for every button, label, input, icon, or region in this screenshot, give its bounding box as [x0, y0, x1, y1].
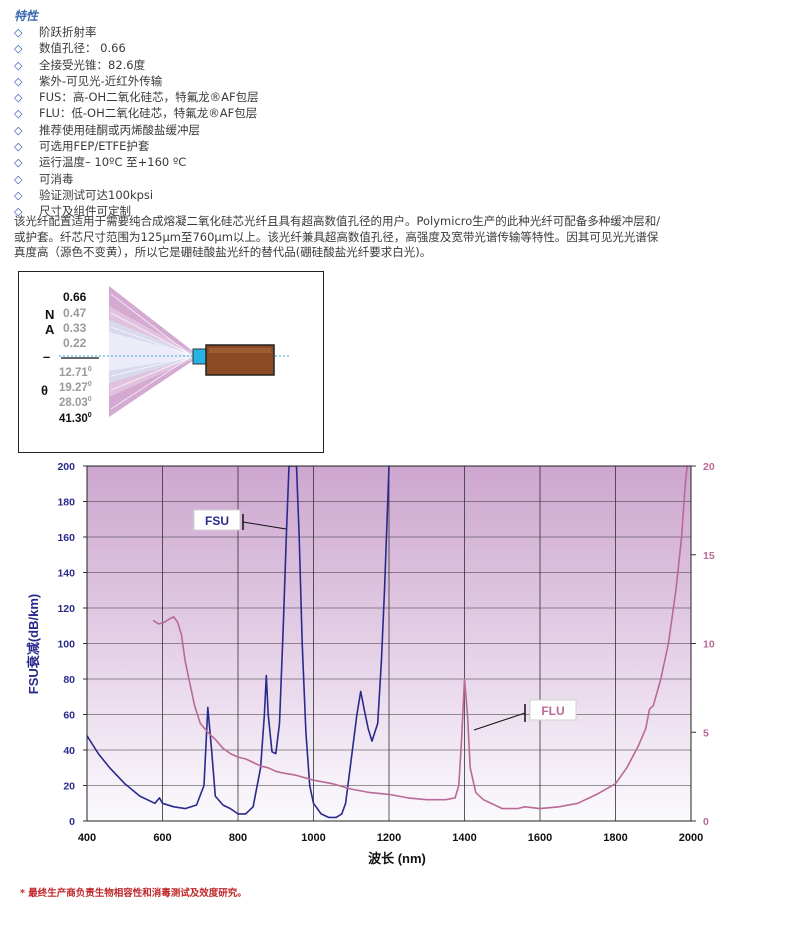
x-tick-label: 1200: [377, 832, 401, 844]
angle-value: 41.300: [59, 412, 92, 425]
x-tick-label: 1400: [452, 832, 476, 844]
feature-item: ◇ 尺寸及组件可定制: [14, 203, 259, 219]
tick-labels: 400 600 800 1000 1200 1400 1600 1800 20000204060…: [57, 461, 714, 844]
fiber-core: [192, 348, 207, 365]
flu-label-box: [529, 699, 577, 721]
feature-item: ◇ 可消毒: [14, 171, 259, 187]
feature-item: ◇ 数值孔径： 0.66: [14, 40, 259, 56]
feature-list: ◇ 阶跃折射率 ◇ 数值孔径： 0.66 ◇ 全接受光锥：82.6度 ◇ 紫外-可见光-…: [14, 24, 259, 220]
cone-na-022: [109, 332, 194, 371]
y-left-tick-label: 120: [57, 603, 75, 615]
x-tick-label: 600: [153, 832, 171, 844]
y-left-tick-label: 40: [63, 745, 75, 757]
y-axis-label: FSU衰减(dB/km): [26, 594, 41, 694]
x-tick-label: 400: [78, 832, 96, 844]
description: 该光纤配置适用于需要纯合成熔凝二氧化硅芯光纤且具有超高数值孔径的用户。Polym…: [14, 214, 784, 261]
diamond-bullet-icon: ◇: [14, 172, 23, 186]
series-line-fsu: [87, 466, 390, 819]
feature-item: ◇ 验证测试可达100kpsi: [14, 187, 259, 203]
na-value: 0.22: [63, 336, 87, 350]
na-value: 0.66: [63, 290, 87, 304]
diamond-bullet-icon: ◇: [14, 26, 23, 39]
na-letter: –: [43, 349, 50, 364]
y-right-tick-label: 15: [703, 550, 715, 562]
feature-item: ◇ 全接受光锥：82.6度: [14, 57, 259, 73]
na-cone-svg: N A – θ 0.66 0.47 0.33 0.22 12.710 19.27…: [41, 286, 291, 425]
na-diagram: N A – θ 0.66 0.47 0.33 0.22 12.710 19.27…: [18, 271, 324, 453]
na-value: 0.33: [63, 321, 87, 335]
y-right-tick-label: 5: [703, 727, 709, 739]
theta-letter: θ: [41, 383, 48, 398]
attenuation-chart: 400 600 800 1000 1200 1400 1600 1800 20000204060…: [26, 461, 715, 866]
diamond-bullet-icon: ◇: [14, 91, 23, 105]
feature-item: ◇ 推荐使用硅酮或丙烯酸盐缓冲层: [14, 122, 259, 138]
feature-item: ◇ 阶跃折射率: [14, 24, 259, 40]
diamond-bullet-icon: ◇: [14, 140, 23, 154]
na-letter: N: [45, 307, 54, 322]
diamond-bullet-icon: ◇: [14, 58, 23, 72]
description-line: 或护套。纤芯尺寸范围为125μm至760μm以上。该光纤兼具超高数值孔径，高强度…: [14, 229, 659, 244]
y-left-tick-label: 200: [57, 461, 75, 473]
x-axis-label: 波长 (nm): [368, 851, 426, 866]
feature-item: ◇ FLU：低-OH二氧化硅芯，特氟龙®AF包层: [14, 105, 259, 121]
y-right-tick-label: 20: [703, 461, 715, 473]
x-tick-label: 1000: [301, 832, 325, 844]
diamond-bullet-icon: ◇: [14, 74, 23, 88]
description-line: 真度高（源色不变黄），所以它是硼硅酸盐光纤的替代品(硼硅酸盐光纤要求白光)。: [14, 245, 432, 259]
x-tick-label: 1600: [528, 832, 552, 844]
y-left-tick-label: 100: [57, 639, 75, 651]
na-value: 0.47: [63, 306, 87, 320]
feature-item: ◇ 可选用FEP/ETFE护套: [14, 138, 259, 154]
y-left-tick-label: 140: [57, 568, 75, 580]
feature-item: ◇ FUS：高-OH二氧化硅芯，特氟龙®AF包层: [14, 89, 259, 105]
fsu-label-box: [193, 509, 241, 531]
flu-label: FLU: [541, 704, 564, 718]
diamond-bullet-icon: ◇: [14, 188, 23, 202]
y-right-tick-label: 10: [703, 639, 715, 651]
series-line-flu: [152, 466, 688, 810]
diamond-bullet-icon: ◇: [14, 205, 23, 219]
feature-item: ◇ 紫外-可见光-近红外传输: [14, 73, 259, 89]
fsu-label: FSU: [205, 514, 229, 528]
diamond-bullet-icon: ◇: [14, 123, 23, 137]
y-left-tick-label: 0: [69, 816, 75, 828]
diamond-bullet-icon: ◇: [14, 107, 23, 121]
angle-value: 28.030: [59, 396, 92, 409]
y-left-tick-label: 20: [63, 781, 75, 793]
x-tick-label: 1800: [603, 832, 627, 844]
feature-item: ◇ 运行温度– 10ºC 至+160 ºC: [14, 154, 259, 170]
description-line: 该光纤配置适用于需要纯合成熔凝二氧化硅芯光纤且具有超高数值孔径的用户。Polym…: [14, 214, 661, 228]
section-title: 特性: [14, 9, 39, 23]
y-left-tick-label: 160: [57, 532, 75, 544]
diamond-bullet-icon: ◇: [14, 156, 23, 170]
footnote: * 最终生产商负责生物相容性和消毒测试及效度研究。: [20, 888, 247, 899]
diamond-bullet-icon: ◇: [14, 42, 23, 56]
y-left-tick-label: 180: [57, 497, 75, 509]
series-group: [87, 466, 688, 819]
angle-value: 12.710: [59, 366, 92, 379]
na-letter: A: [45, 322, 55, 337]
x-tick-label: 800: [229, 832, 247, 844]
angle-value: 19.270: [59, 381, 92, 394]
y-right-tick-label: 0: [703, 816, 709, 828]
y-left-tick-label: 60: [63, 710, 75, 722]
x-tick-label: 2000: [679, 832, 703, 844]
y-left-tick-label: 80: [63, 674, 75, 686]
